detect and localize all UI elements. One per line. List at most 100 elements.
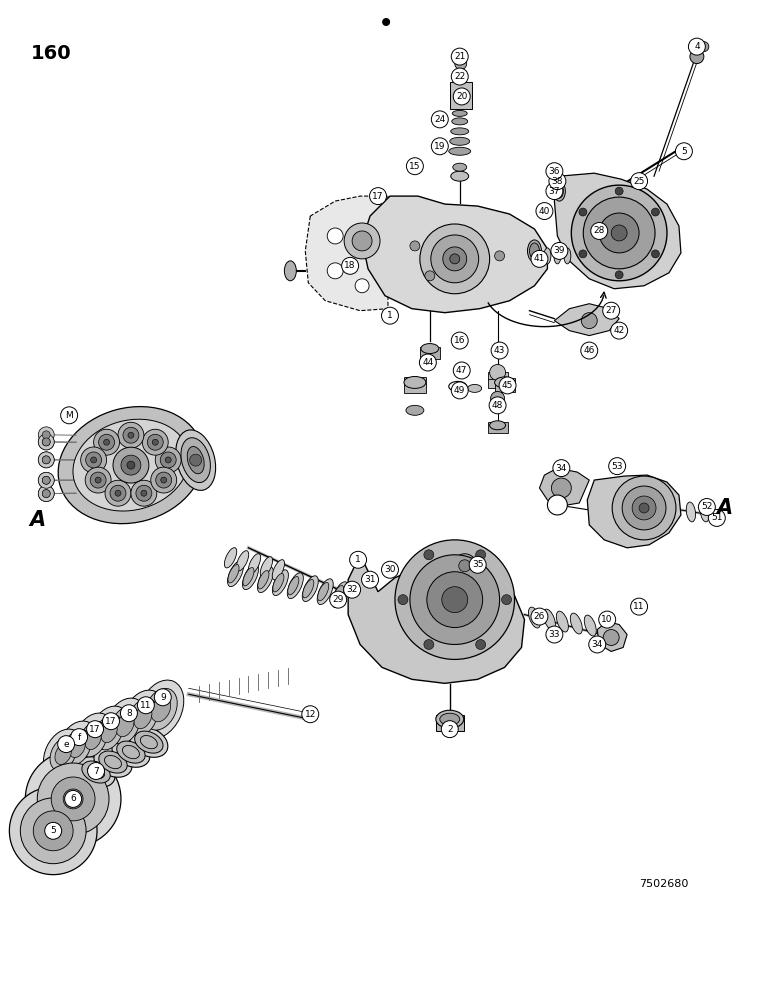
Ellipse shape [89,706,130,758]
Ellipse shape [225,548,237,568]
Circle shape [45,822,62,839]
Bar [488,372,507,380]
Circle shape [93,429,120,455]
Circle shape [81,447,107,473]
Circle shape [608,458,625,475]
Circle shape [39,452,54,468]
Circle shape [302,706,319,723]
Text: 4: 4 [694,42,699,51]
Ellipse shape [181,438,211,483]
Circle shape [442,721,459,738]
Circle shape [156,472,171,488]
Circle shape [42,456,50,464]
Text: 17: 17 [372,192,384,201]
Circle shape [579,250,587,258]
Circle shape [65,790,82,807]
Circle shape [476,640,486,649]
Text: M: M [66,411,73,420]
Circle shape [410,555,499,644]
Circle shape [589,636,606,653]
Circle shape [361,571,378,588]
Circle shape [452,382,468,399]
Ellipse shape [544,248,551,264]
Ellipse shape [571,613,582,634]
Circle shape [549,173,566,190]
Ellipse shape [287,573,303,599]
Circle shape [551,242,568,259]
Ellipse shape [43,729,83,779]
Ellipse shape [303,576,318,602]
Text: 42: 42 [614,326,625,335]
Ellipse shape [421,344,438,354]
Text: 19: 19 [434,142,445,151]
Circle shape [581,342,598,359]
Circle shape [95,477,101,483]
Circle shape [37,763,109,835]
Circle shape [39,434,54,450]
Circle shape [424,550,434,560]
Circle shape [39,434,54,450]
Text: 34: 34 [591,640,603,649]
Ellipse shape [260,557,273,577]
Text: 40: 40 [539,207,550,216]
Circle shape [154,689,171,706]
Circle shape [432,138,449,155]
Circle shape [632,496,656,520]
Circle shape [699,42,709,52]
Text: 27: 27 [605,306,617,315]
Bar [404,377,426,393]
Text: 48: 48 [492,401,503,410]
Ellipse shape [138,680,184,738]
Circle shape [131,480,157,506]
Circle shape [350,551,367,568]
Circle shape [42,431,50,439]
Text: 24: 24 [434,115,445,124]
Circle shape [551,478,571,498]
Text: 11: 11 [140,701,151,710]
Circle shape [61,407,78,424]
Ellipse shape [176,430,215,490]
Circle shape [115,490,121,496]
Ellipse shape [318,582,329,601]
Circle shape [127,461,135,469]
Circle shape [165,457,171,463]
Circle shape [432,111,449,128]
Circle shape [142,429,168,455]
Ellipse shape [303,579,314,598]
Circle shape [603,302,620,319]
Circle shape [502,595,512,605]
Circle shape [151,467,177,493]
Ellipse shape [134,731,163,753]
Ellipse shape [527,240,541,262]
Ellipse shape [121,690,164,744]
Text: 160: 160 [32,44,72,63]
Circle shape [105,480,131,506]
Text: 47: 47 [456,366,467,375]
Ellipse shape [236,551,249,571]
Circle shape [120,705,137,722]
Ellipse shape [468,384,482,392]
Circle shape [689,38,706,55]
Ellipse shape [117,741,145,763]
Text: 1: 1 [387,311,393,320]
Text: 46: 46 [584,346,595,355]
Ellipse shape [489,421,506,430]
Ellipse shape [258,571,269,589]
Ellipse shape [450,137,469,145]
Ellipse shape [452,118,468,125]
Circle shape [103,439,110,445]
Text: 51: 51 [711,513,723,522]
Ellipse shape [440,713,460,725]
Ellipse shape [406,405,424,415]
Text: 12: 12 [305,710,316,719]
Ellipse shape [555,184,564,198]
Circle shape [553,460,570,477]
Circle shape [547,495,567,515]
Circle shape [452,48,468,65]
Circle shape [489,364,506,380]
Text: 11: 11 [633,602,645,611]
Ellipse shape [151,697,171,722]
Ellipse shape [94,747,132,777]
Ellipse shape [436,710,464,728]
Circle shape [370,188,387,205]
